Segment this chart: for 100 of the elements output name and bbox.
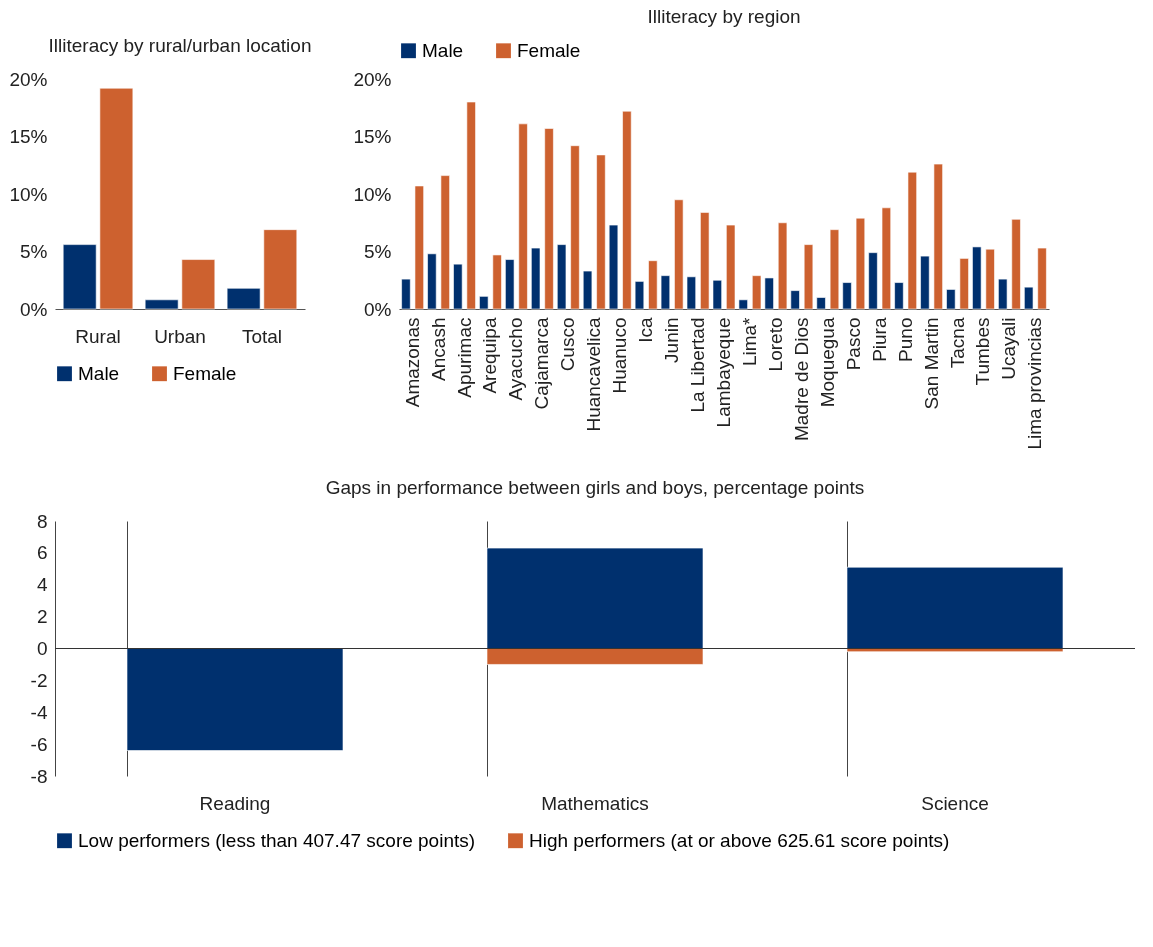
legend-label: Low performers (less than 407.47 score points) — [78, 829, 476, 851]
bar — [920, 255, 930, 310]
bar — [648, 260, 658, 310]
y-tick-label: 20% — [353, 68, 392, 90]
bar — [751, 275, 762, 310]
bar — [726, 224, 736, 310]
bar — [518, 123, 528, 310]
bar — [946, 289, 956, 310]
bar — [492, 254, 502, 310]
y-tick-label: 8 — [36, 510, 48, 532]
x-tick-label: La Libertad — [687, 317, 709, 413]
y-tick-label: 15% — [9, 126, 48, 147]
x-tick-label: Lambayeque — [713, 317, 734, 428]
x-tick-label: Madre de Dios — [790, 317, 812, 442]
x-tick-label: Junin — [661, 317, 683, 363]
x-tick-label: Pasco — [842, 317, 864, 371]
bar — [144, 299, 179, 310]
y-tick-label: 0% — [364, 298, 392, 320]
x-tick-label: Mathematics — [541, 792, 649, 814]
x-tick-label: Lima* — [738, 316, 760, 367]
bar — [712, 279, 722, 310]
x-tick-label: Arequipa — [479, 317, 501, 394]
x-tick-label: Tacna — [946, 317, 968, 369]
bar — [479, 296, 489, 310]
y-tick-label: -6 — [30, 733, 48, 755]
bar — [674, 199, 684, 310]
bar — [126, 648, 344, 751]
bar — [907, 171, 917, 310]
x-tick-label: Reading — [199, 792, 271, 814]
bar — [1024, 286, 1034, 310]
x-tick-label: Cusco — [557, 317, 579, 372]
bar — [829, 229, 840, 310]
x-tick-label: Ayacucho — [505, 317, 527, 401]
y-tick-label: 5% — [364, 241, 392, 262]
bar — [226, 288, 261, 310]
bar — [427, 253, 437, 310]
bar — [959, 258, 969, 310]
x-tick-label: Ancash — [427, 317, 449, 381]
y-tick-label: 6 — [36, 542, 48, 564]
x-tick-label: Tumbes — [972, 317, 994, 386]
bar — [1037, 247, 1047, 310]
legend-label: Male — [78, 362, 120, 384]
bar — [998, 278, 1008, 310]
bar — [531, 247, 541, 310]
y-tick-label: -4 — [30, 701, 48, 723]
bar — [99, 87, 134, 310]
x-tick-label: Lima provincias — [1024, 317, 1046, 450]
x-tick-label: Rural — [75, 325, 121, 347]
x-tick-label: Huanuco — [609, 317, 631, 394]
x-tick-label: Loreto — [764, 317, 786, 372]
x-tick-label: Piura — [868, 317, 890, 362]
bar — [582, 270, 593, 310]
bar — [933, 163, 943, 310]
x-tick-label: Amazonas — [401, 317, 423, 408]
bar — [777, 222, 788, 310]
y-tick-label: 20% — [9, 68, 48, 90]
bar — [881, 207, 892, 310]
bar — [608, 224, 619, 310]
bar — [738, 299, 748, 310]
chart-title: Gaps in performance between girls and boys, percentage points — [325, 477, 865, 498]
x-tick-label: Moquegua — [816, 317, 838, 408]
bar — [634, 281, 645, 310]
y-tick-label: -2 — [30, 669, 48, 691]
bar — [1011, 219, 1021, 310]
bar — [868, 252, 878, 310]
x-tick-label: Total — [241, 325, 283, 347]
legend-label: Female — [173, 362, 237, 384]
bar — [842, 282, 852, 310]
y-tick-label: 5% — [20, 241, 48, 262]
bar — [855, 217, 866, 310]
bar — [764, 277, 774, 310]
bar — [414, 185, 424, 310]
bar — [790, 290, 800, 310]
x-tick-label: Huancavelica — [583, 317, 605, 432]
legend-label: Male — [422, 39, 464, 61]
bar — [985, 248, 995, 310]
chart-title: Illiteracy by rural/urban location — [48, 35, 312, 56]
bar — [401, 278, 411, 310]
x-tick-label: Ucayali — [998, 317, 1020, 380]
bar — [263, 229, 298, 310]
y-tick-label: 0 — [36, 638, 48, 659]
y-tick-label: 2 — [36, 606, 48, 628]
y-tick-label: 10% — [9, 183, 48, 205]
y-tick-label: 4 — [36, 574, 48, 596]
bar — [556, 244, 567, 310]
bar — [660, 275, 671, 310]
bar — [972, 246, 982, 310]
bar — [570, 145, 580, 310]
bar — [440, 175, 450, 310]
bar — [466, 101, 476, 310]
x-tick-label: Apurimac — [453, 317, 475, 398]
bar — [181, 259, 216, 310]
bar — [686, 276, 697, 310]
y-tick-label: 10% — [353, 183, 392, 205]
x-tick-label: Ica — [635, 317, 657, 343]
bar — [505, 259, 515, 310]
x-tick-label: Science — [921, 792, 989, 814]
x-tick-label: Urban — [154, 325, 206, 347]
bar — [803, 244, 814, 310]
bar — [700, 212, 710, 310]
